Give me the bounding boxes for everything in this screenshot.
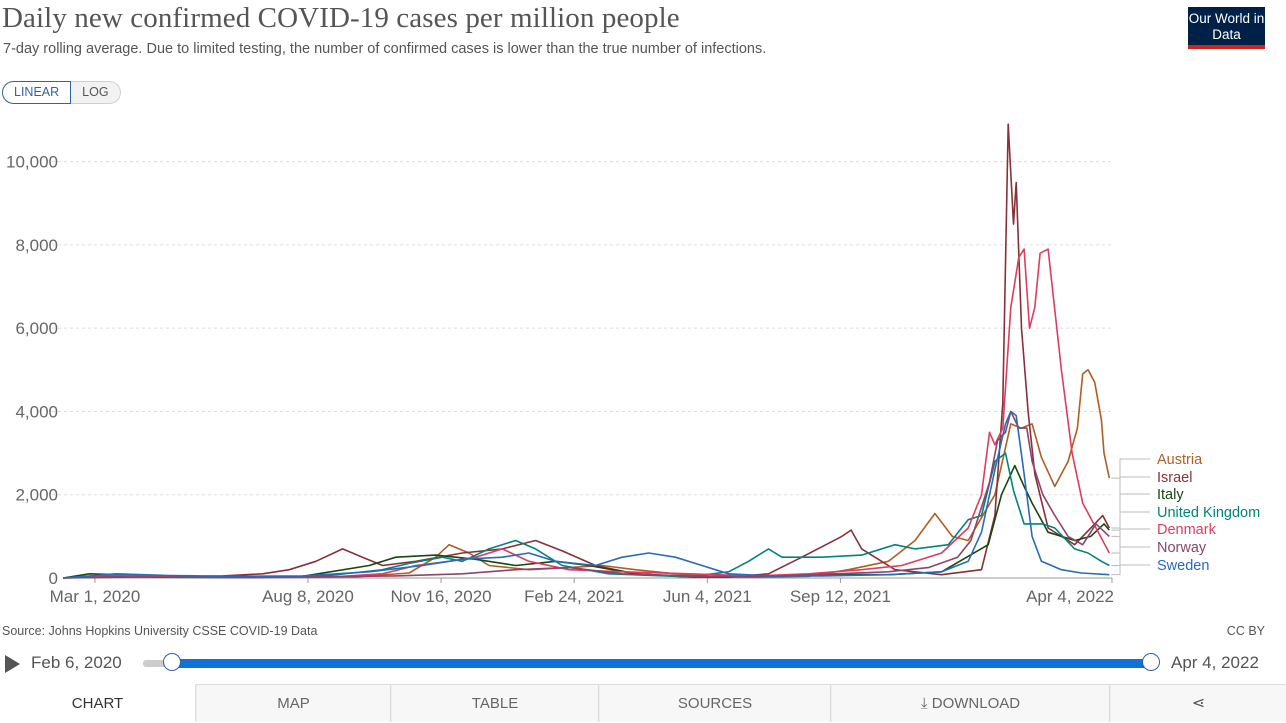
tab-download[interactable]: ⤓ DOWNLOAD [831,685,1110,722]
y-tick-label: 2,000 [15,486,58,505]
legend-label-italy: Italy [1157,487,1184,503]
timeline-start-handle[interactable] [163,653,181,671]
log-scale-button[interactable]: LOG [71,81,121,104]
owid-logo[interactable]: Our World in Data [1188,7,1265,49]
x-tick-label: Sep 12, 2021 [790,587,891,606]
legend-label-israel: Israel [1157,470,1192,486]
timeline: Feb 6, 2020 Apr 4, 2022 [0,650,1286,678]
play-icon[interactable] [5,655,20,673]
linear-scale-button[interactable]: LINEAR [2,81,72,104]
tab-bar: CHART MAP TABLE SOURCES ⤓ DOWNLOAD ⋖ [0,684,1286,722]
series-line-austria [62,369,1111,579]
line-chart: 0 2,000 4,000 6,000 8,000 10,000 Mar 1, 2020 Au… [6,123,1260,606]
y-tick-label: 8,000 [15,236,58,255]
download-icon: ⤓ [920,695,928,712]
legend-label-united-kingdom: United Kingdom [1157,505,1260,521]
tab-table[interactable]: TABLE [391,685,599,722]
timeline-range[interactable] [172,659,1151,668]
download-label: DOWNLOAD [931,695,1021,712]
legend-leader-line [1111,535,1150,548]
y-tick-label: 0 [49,569,58,588]
legend-leader-line [1111,564,1150,576]
series-line-norway [62,410,1110,579]
x-tick-label: Mar 1, 2020 [50,587,141,606]
x-tick-label: Feb 24, 2021 [524,587,624,606]
x-tick-label: Aug 8, 2020 [262,587,354,606]
legend-label-denmark: Denmark [1157,522,1217,538]
y-tick-label: 6,000 [15,319,58,338]
legend-leader-line [1111,458,1150,479]
timeline-start-label: Feb 6, 2020 [31,653,122,672]
tab-map[interactable]: MAP [196,685,391,722]
series-line-israel [62,123,1111,579]
x-tick-label: Nov 16, 2020 [390,587,491,606]
legend-leader-line [1111,528,1150,554]
x-tick-label: Apr 4, 2022 [1026,587,1114,606]
legend-label-austria: Austria [1157,452,1203,468]
series-line-sweden [62,410,1110,579]
series-line-united-kingdom [62,452,1110,579]
legend-label-sweden: Sweden [1157,558,1209,574]
chart-title: Daily new confirmed COVID-19 cases per m… [2,2,680,34]
series-line-denmark [62,248,1111,579]
timeline-end-label: Apr 4, 2022 [1171,653,1259,672]
legend-leader-line [1111,511,1150,567]
y-tick-label: 4,000 [15,402,58,421]
chart-subtitle: 7-day rolling average. Due to limited te… [3,41,767,57]
y-tick-label: 10,000 [6,153,58,172]
timeline-end-handle[interactable] [1142,653,1160,671]
scale-toggle: LINEAR LOG [2,81,121,104]
legend-label-norway: Norway [1157,540,1207,556]
share-icon: ⋖ [1191,695,1206,712]
tab-sources[interactable]: SOURCES [599,685,831,722]
x-tick-label: Jun 4, 2021 [663,587,752,606]
license-link[interactable]: CC BY [1226,624,1265,638]
share-button[interactable]: ⋖ [1110,685,1286,722]
legend-leader-line [1111,476,1150,529]
tab-chart[interactable]: CHART [0,684,196,721]
source-note[interactable]: Source: Johns Hopkins University CSSE CO… [2,624,318,638]
